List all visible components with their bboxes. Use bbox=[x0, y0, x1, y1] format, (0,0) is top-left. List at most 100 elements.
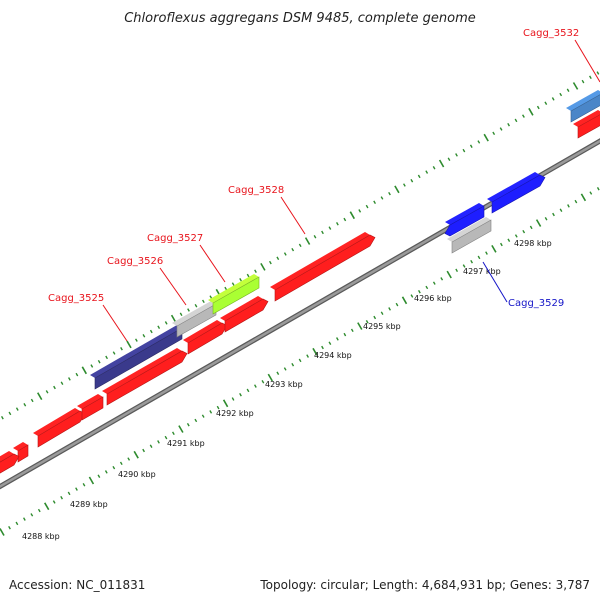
upper-tick bbox=[231, 282, 235, 286]
map-title: Chloroflexus aggregans DSM 9485, complet… bbox=[124, 11, 476, 26]
lower-tick bbox=[75, 487, 78, 491]
cds-cagg-3527 bbox=[212, 276, 260, 315]
upper-tick bbox=[596, 71, 600, 75]
kbp-label: 4296 kbp bbox=[414, 294, 452, 303]
lower-tick bbox=[410, 294, 414, 298]
lower-tick bbox=[321, 345, 324, 350]
lower-tick bbox=[335, 337, 339, 341]
gene-label-leader bbox=[102, 304, 128, 342]
upper-tick bbox=[75, 372, 79, 377]
gene-label-cagg-3525: Cagg_3525 bbox=[48, 293, 104, 304]
upper-tick bbox=[438, 159, 445, 168]
upper-tick bbox=[588, 75, 592, 80]
upper-tick bbox=[335, 222, 339, 226]
lower-tick bbox=[343, 332, 347, 337]
lower-tick bbox=[580, 193, 587, 202]
lower-tick bbox=[455, 268, 459, 273]
kbp-label: 4289 kbp bbox=[70, 500, 108, 509]
upper-tick bbox=[60, 381, 64, 385]
cds-red-top bbox=[13, 442, 28, 451]
lower-tick bbox=[119, 461, 123, 466]
lower-tick bbox=[477, 255, 481, 260]
upper-tick bbox=[194, 303, 198, 308]
lower-tick bbox=[37, 508, 41, 513]
upper-tick bbox=[358, 209, 362, 213]
cds-red bbox=[17, 444, 29, 463]
cds-cagg-3528 bbox=[274, 234, 376, 302]
upper-tick bbox=[120, 347, 123, 351]
kbp-label: 4298 kbp bbox=[514, 239, 552, 248]
lower-tick bbox=[574, 199, 578, 204]
cds-red-top bbox=[183, 320, 222, 343]
lower-tick bbox=[499, 242, 503, 247]
upper-tick bbox=[239, 278, 243, 282]
upper-tick bbox=[291, 247, 295, 252]
upper-tick bbox=[321, 230, 324, 235]
lower-tick bbox=[209, 410, 213, 414]
upper-tick bbox=[343, 217, 347, 222]
lower-tick bbox=[261, 380, 265, 384]
upper-tick bbox=[304, 237, 311, 245]
accession-label: Accession: NC_011831 bbox=[9, 578, 146, 592]
cds-blue bbox=[491, 174, 546, 214]
gene-label-leader bbox=[574, 39, 600, 83]
lower-tick bbox=[440, 277, 444, 281]
lower-tick bbox=[283, 367, 287, 371]
kbp-label: 4291 kbp bbox=[167, 439, 205, 448]
lower-tick bbox=[596, 187, 600, 191]
lower-tick bbox=[365, 320, 369, 324]
lower-tick bbox=[485, 251, 488, 255]
lower-tick bbox=[253, 384, 257, 388]
upper-tick bbox=[0, 415, 4, 420]
lower-tick bbox=[267, 373, 273, 382]
upper-tick bbox=[514, 118, 518, 123]
upper-tick bbox=[15, 407, 19, 411]
lower-tick bbox=[514, 234, 518, 238]
lower-tick bbox=[276, 371, 280, 375]
cds-blue-top bbox=[487, 172, 540, 202]
lower-tick bbox=[544, 217, 548, 221]
upper-tick bbox=[81, 366, 87, 375]
lower-tick bbox=[522, 229, 526, 234]
upper-tick bbox=[313, 235, 317, 239]
upper-tick bbox=[224, 286, 228, 291]
cds-cagg-3532-top bbox=[566, 90, 600, 111]
gene-label-cagg-3526: Cagg_3526 bbox=[107, 256, 163, 267]
lower-tick bbox=[22, 517, 26, 521]
upper-tick bbox=[388, 191, 391, 196]
upper-tick bbox=[462, 148, 466, 153]
upper-tick bbox=[246, 273, 250, 278]
labels: 4288 kbp 4289 kbp 4290 kbp 4291 kbp 4292 kbp… bbox=[22, 28, 600, 541]
gene-label-leader bbox=[199, 244, 226, 283]
lower-tick bbox=[127, 457, 131, 461]
lower-tick bbox=[52, 500, 56, 504]
gene-label-leader bbox=[482, 261, 508, 303]
gene-label-cagg-3528: Cagg_3528 bbox=[228, 185, 284, 196]
lower-tick bbox=[401, 296, 408, 305]
upper-tick bbox=[499, 127, 503, 131]
cds-red bbox=[187, 322, 228, 355]
lower-tick bbox=[15, 521, 19, 526]
lower-tick bbox=[417, 289, 421, 294]
gene-label-cagg-3532: Cagg_3532 bbox=[523, 28, 579, 39]
kbp-label: 4297 kbp bbox=[463, 267, 501, 276]
kbp-label: 4295 kbp bbox=[363, 322, 401, 331]
lower-tick bbox=[491, 244, 497, 253]
upper-tick bbox=[170, 314, 177, 323]
lower-tick bbox=[104, 470, 108, 474]
upper-tick bbox=[157, 325, 161, 329]
lower-tick bbox=[291, 362, 295, 367]
kbp-label: 4292 kbp bbox=[216, 409, 254, 418]
upper-tick bbox=[566, 88, 570, 92]
upper-tick bbox=[149, 329, 153, 334]
lower-tick bbox=[462, 264, 466, 268]
cds-blue bbox=[444, 205, 485, 237]
lower-tick bbox=[535, 219, 542, 227]
upper-tick bbox=[30, 398, 34, 403]
cds-red bbox=[106, 350, 188, 406]
upper-tick bbox=[373, 200, 377, 205]
lower-tick bbox=[589, 191, 593, 195]
upper-tick bbox=[37, 392, 43, 401]
cds-cagg-3529-top bbox=[447, 217, 491, 242]
